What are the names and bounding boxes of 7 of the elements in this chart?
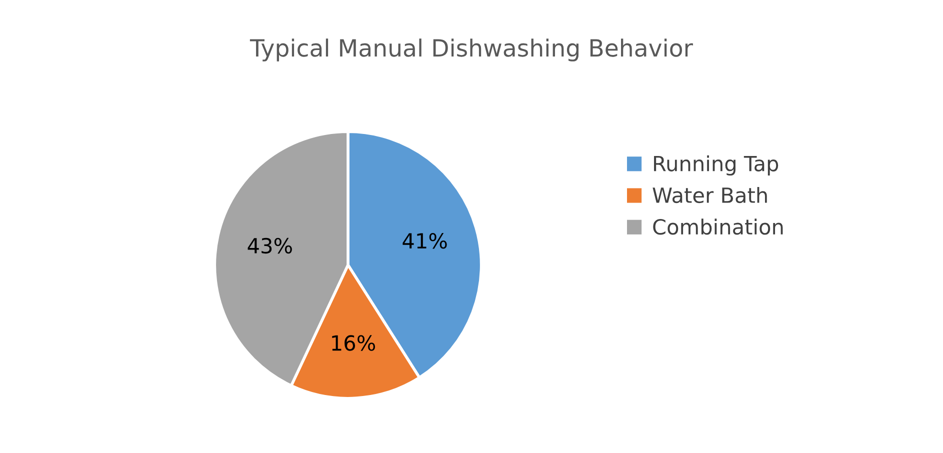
chart-title: Typical Manual Dishwashing Behavior [250, 38, 693, 62]
data-label: 43% [248, 238, 292, 254]
data-label: 41% [402, 232, 447, 249]
data-label: 16% [332, 335, 376, 351]
legend-label: Combination [653, 218, 783, 235]
legend-label: Water Bath [652, 186, 767, 204]
legend-label: Running Tap [654, 155, 778, 176]
